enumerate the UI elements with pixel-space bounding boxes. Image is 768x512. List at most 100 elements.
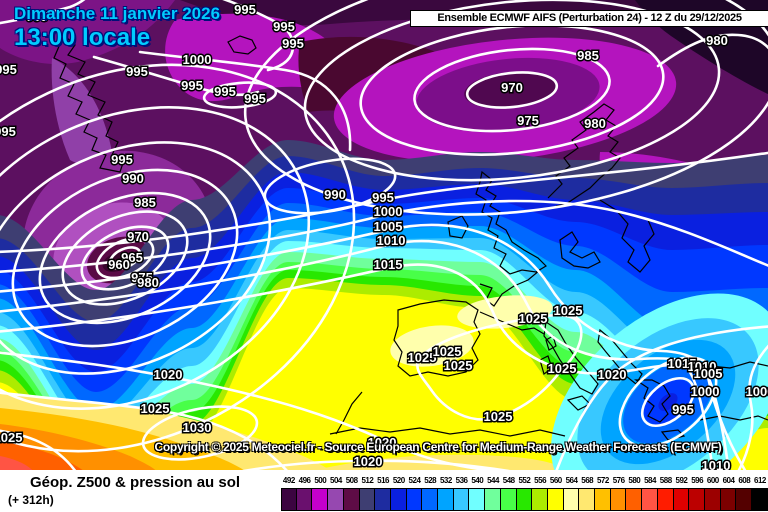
pressure-label: 995 bbox=[273, 19, 295, 34]
legend-color-box bbox=[485, 488, 501, 511]
pressure-label: 995 bbox=[234, 2, 256, 17]
legend-color-box bbox=[312, 488, 329, 511]
legend-tick-label: 612 bbox=[754, 476, 766, 485]
legend-color-box bbox=[438, 488, 454, 511]
pressure-label: 1025 bbox=[444, 358, 473, 373]
pressure-label: 1020 bbox=[368, 435, 397, 450]
pressure-label: 1025 bbox=[484, 409, 513, 424]
pressure-label: 1025 bbox=[548, 361, 577, 376]
pressure-label: 995 bbox=[111, 152, 133, 167]
pressure-label: 1000 bbox=[746, 384, 768, 399]
legend-tick-label: 564 bbox=[565, 476, 578, 485]
pressure-label: 995 bbox=[126, 64, 148, 79]
legend-tick-label: 504 bbox=[330, 476, 342, 485]
legend-color-box bbox=[673, 488, 690, 511]
legend-color-box bbox=[375, 488, 391, 511]
model-run-banner: Ensemble ECMWF AIFS (Perturbation 24) - … bbox=[410, 10, 768, 27]
pressure-label: 1000 bbox=[183, 52, 212, 67]
pressure-label: 1025 bbox=[519, 311, 548, 326]
legend-color-box bbox=[642, 488, 658, 511]
legend-color-box bbox=[657, 488, 674, 511]
legend-tick-label: 520 bbox=[392, 476, 405, 485]
legend-tick-label: 548 bbox=[502, 476, 515, 485]
legend-color-box bbox=[453, 488, 470, 511]
pressure-label: 970 bbox=[501, 80, 523, 95]
pressure-label: 1020 bbox=[598, 367, 627, 382]
legend-color-box bbox=[359, 488, 376, 511]
legend-tick-label: 528 bbox=[424, 476, 437, 485]
legend-tick-label: 600 bbox=[706, 476, 719, 485]
pressure-label: 1025 bbox=[141, 401, 170, 416]
pressure-map: 995 995 995 995 1000 995 995 995 995 995 980 985 970… bbox=[0, 0, 768, 470]
pressure-label: 1025 bbox=[0, 430, 22, 445]
pressure-label: 995 bbox=[672, 402, 694, 417]
legend-tick-label: 536 bbox=[455, 476, 468, 485]
date-label: Dimanche 11 janvier 2026 bbox=[14, 4, 221, 23]
legend-tick-label: 496 bbox=[298, 476, 311, 485]
legend-tick-label: 556 bbox=[534, 476, 547, 485]
map-parameter-title: Géop. Z500 & pression au sol bbox=[30, 474, 241, 491]
pressure-label: 995 bbox=[181, 78, 203, 93]
pressure-label: 1020 bbox=[354, 454, 383, 469]
legend-tick-label: 540 bbox=[471, 476, 484, 485]
pressure-label: 1010 bbox=[702, 458, 731, 470]
legend-color-box bbox=[281, 488, 297, 511]
forecast-lead-time: (+ 312h) bbox=[8, 493, 54, 507]
legend-tick-label: 560 bbox=[549, 476, 562, 485]
pressure-label: 985 bbox=[134, 195, 156, 210]
pressure-label: 1010 bbox=[688, 359, 717, 374]
map-canvas: 995 995 995 995 1000 995 995 995 995 995 980 985 970… bbox=[0, 0, 768, 470]
legend-color-box bbox=[689, 488, 705, 511]
pressure-label: 960 bbox=[108, 257, 130, 272]
legend-tick-label: 552 bbox=[518, 476, 531, 485]
pressure-label: 1025 bbox=[554, 303, 583, 318]
legend-tick-label: 576 bbox=[612, 476, 625, 485]
pressure-label: 975 bbox=[131, 270, 153, 285]
isobar-contours bbox=[0, 0, 768, 470]
pressure-label: 995 bbox=[372, 190, 394, 205]
pressure-label: 1005 bbox=[374, 219, 403, 234]
pressure-label: 1025 bbox=[408, 350, 437, 365]
pressure-label: 980 bbox=[584, 116, 606, 131]
legend-tick-label: 500 bbox=[314, 476, 327, 485]
legend-color-box bbox=[595, 488, 611, 511]
pressure-label: 1000 bbox=[691, 384, 720, 399]
pressure-label: 995 bbox=[244, 91, 266, 106]
date-time-block: Dimanche 11 janvier 2026 13:00 locale bbox=[14, 5, 220, 50]
legend-tick-label: 584 bbox=[644, 476, 656, 485]
color-scale-boxes bbox=[281, 488, 768, 511]
pressure-label: 1015 bbox=[668, 356, 697, 371]
pressure-label: 1005 bbox=[694, 366, 723, 381]
color-scale-values: 492 496 500 504 508 512 516 520 524 528 532 536 540 5… bbox=[281, 476, 768, 485]
pressure-label: 1010 bbox=[377, 233, 406, 248]
legend-tick-label: 568 bbox=[581, 476, 594, 485]
legend-tick-label: 492 bbox=[282, 476, 295, 485]
legend-color-box bbox=[532, 488, 548, 511]
pressure-label: 990 bbox=[122, 171, 144, 186]
legend-color-box bbox=[579, 488, 596, 511]
color-scale: 492 496 500 504 508 512 516 520 524 528 532 536 540 5… bbox=[281, 470, 768, 512]
pressure-label: 995 bbox=[26, 9, 48, 24]
pressure-label: 975 bbox=[517, 113, 539, 128]
legend-color-box bbox=[736, 488, 753, 511]
pressure-label: 995 bbox=[282, 36, 304, 51]
pressure-labels-layer: 995 995 995 995 1000 995 995 995 995 995 980 985 970… bbox=[0, 1, 768, 471]
legend-tick-label: 580 bbox=[628, 476, 641, 485]
pressure-label: 1015 bbox=[374, 257, 403, 272]
pressure-label: 1025 bbox=[433, 344, 462, 359]
pressure-label: 1020 bbox=[154, 367, 183, 382]
legend-color-box bbox=[610, 488, 627, 511]
legend-color-box bbox=[626, 488, 643, 511]
legend-color-box bbox=[406, 488, 423, 511]
pressure-label: 965 bbox=[121, 250, 143, 265]
legend-tick-label: 572 bbox=[596, 476, 609, 485]
legend-color-box bbox=[343, 488, 360, 511]
pressure-label: 995 bbox=[214, 84, 236, 99]
legend-color-box bbox=[547, 488, 564, 511]
legend-color-box bbox=[500, 488, 517, 511]
legend-tick-label: 592 bbox=[675, 476, 688, 485]
legend-panel: Géop. Z500 & pression au sol (+ 312h) 49… bbox=[0, 470, 768, 512]
legend-tick-label: 524 bbox=[408, 476, 421, 485]
legend-color-box bbox=[328, 488, 344, 511]
